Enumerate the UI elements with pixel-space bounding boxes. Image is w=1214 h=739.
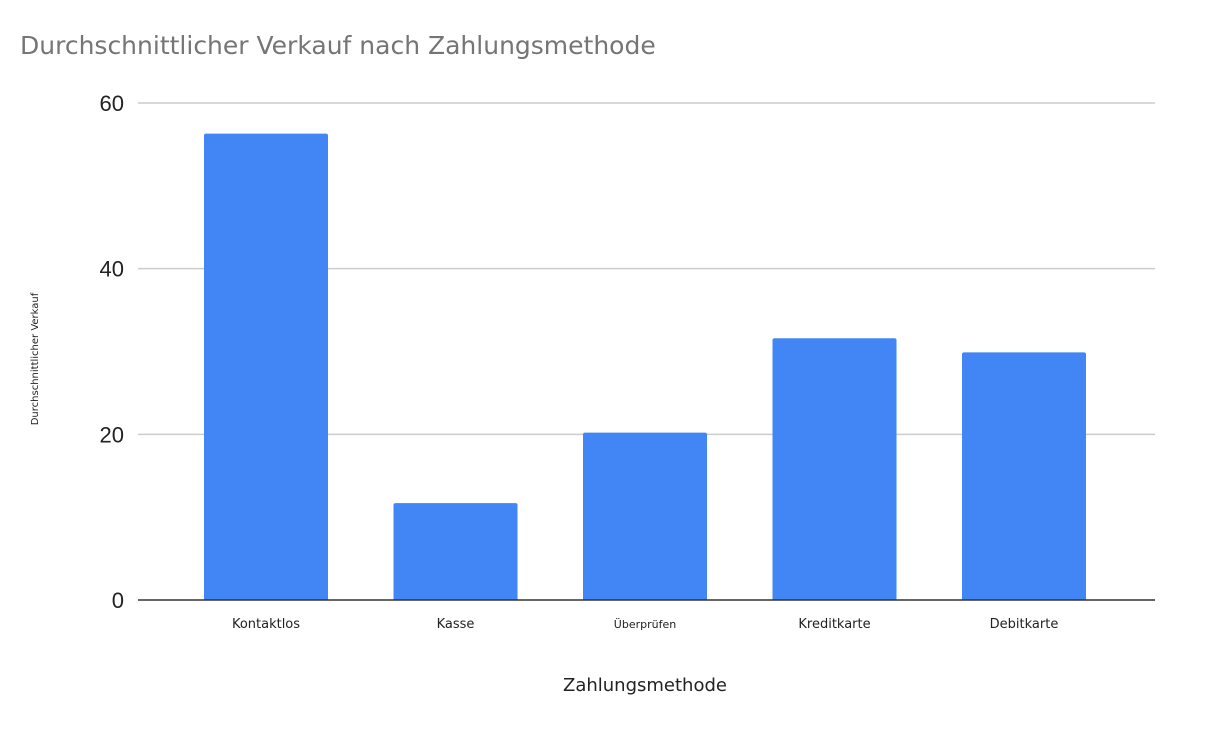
bar-kontaktlos [204,133,328,601]
x-tick-label: Kasse [437,617,475,632]
y-axis-ticks: 0 20 40 60 [100,91,124,613]
bar-debitkarte [962,352,1086,600]
x-tick-label: Überprüfen [614,618,676,631]
y-tick-label: 60 [100,91,124,116]
y-tick-label: 40 [100,257,124,282]
x-tick-label: Kreditkarte [798,617,870,632]
x-axis-ticks: Kontaktlos Kasse Überprüfen Kreditkarte Debi… [232,617,1058,632]
y-tick-label: 0 [112,588,124,613]
x-tick-label: Kontaktlos [232,617,300,632]
y-axis-title: Durchschnittlicher Verkauf [30,292,41,425]
x-axis-title: Zahlungsmethode [563,675,727,696]
chart-title: Durchschnittlicher Verkauf nach Zahlungs… [20,31,656,60]
bars [204,133,1086,601]
bar-kreditkarte [772,338,897,600]
y-tick-label: 20 [100,422,124,447]
bar--berpr-fen [583,432,707,600]
x-tick-label: Debitkarte [990,617,1059,632]
bar-kasse [393,503,518,600]
